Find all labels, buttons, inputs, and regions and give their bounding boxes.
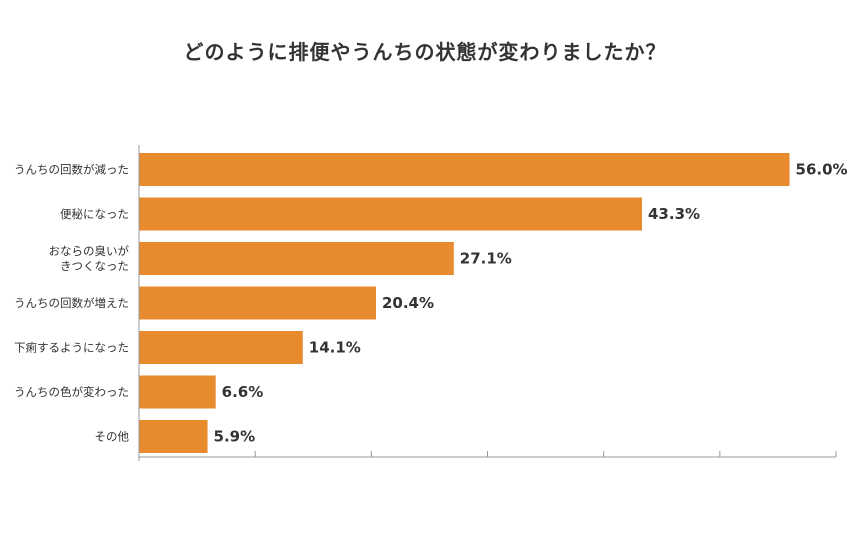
data-label: 43.3%	[648, 205, 700, 223]
data-label: 14.1%	[309, 339, 361, 357]
data-label: 27.1%	[460, 250, 512, 268]
category-label: 便秘になった	[60, 207, 129, 221]
bar	[139, 242, 454, 275]
bar	[139, 286, 376, 320]
category-label: うんちの回数が減った	[14, 163, 129, 177]
bar	[139, 331, 303, 364]
category-label: うんちの回数が増えた	[14, 296, 129, 310]
category-label: きつくなった	[60, 259, 129, 273]
bar	[139, 420, 208, 453]
data-label: 20.4%	[382, 294, 434, 312]
data-label: 56.0%	[796, 161, 848, 179]
data-label: 5.9%	[214, 428, 256, 446]
chart-title: どのように排便やうんちの状態が変わりましたか？	[183, 40, 667, 64]
category-label: その他	[95, 430, 130, 444]
category-label: おならの臭いが	[49, 244, 130, 258]
bar	[139, 153, 790, 186]
data-label: 6.6%	[222, 383, 264, 401]
bar	[139, 197, 643, 231]
category-label: うんちの色が変わった	[14, 385, 129, 399]
category-label: 下痢するようになった	[14, 341, 129, 355]
bar	[139, 375, 216, 409]
